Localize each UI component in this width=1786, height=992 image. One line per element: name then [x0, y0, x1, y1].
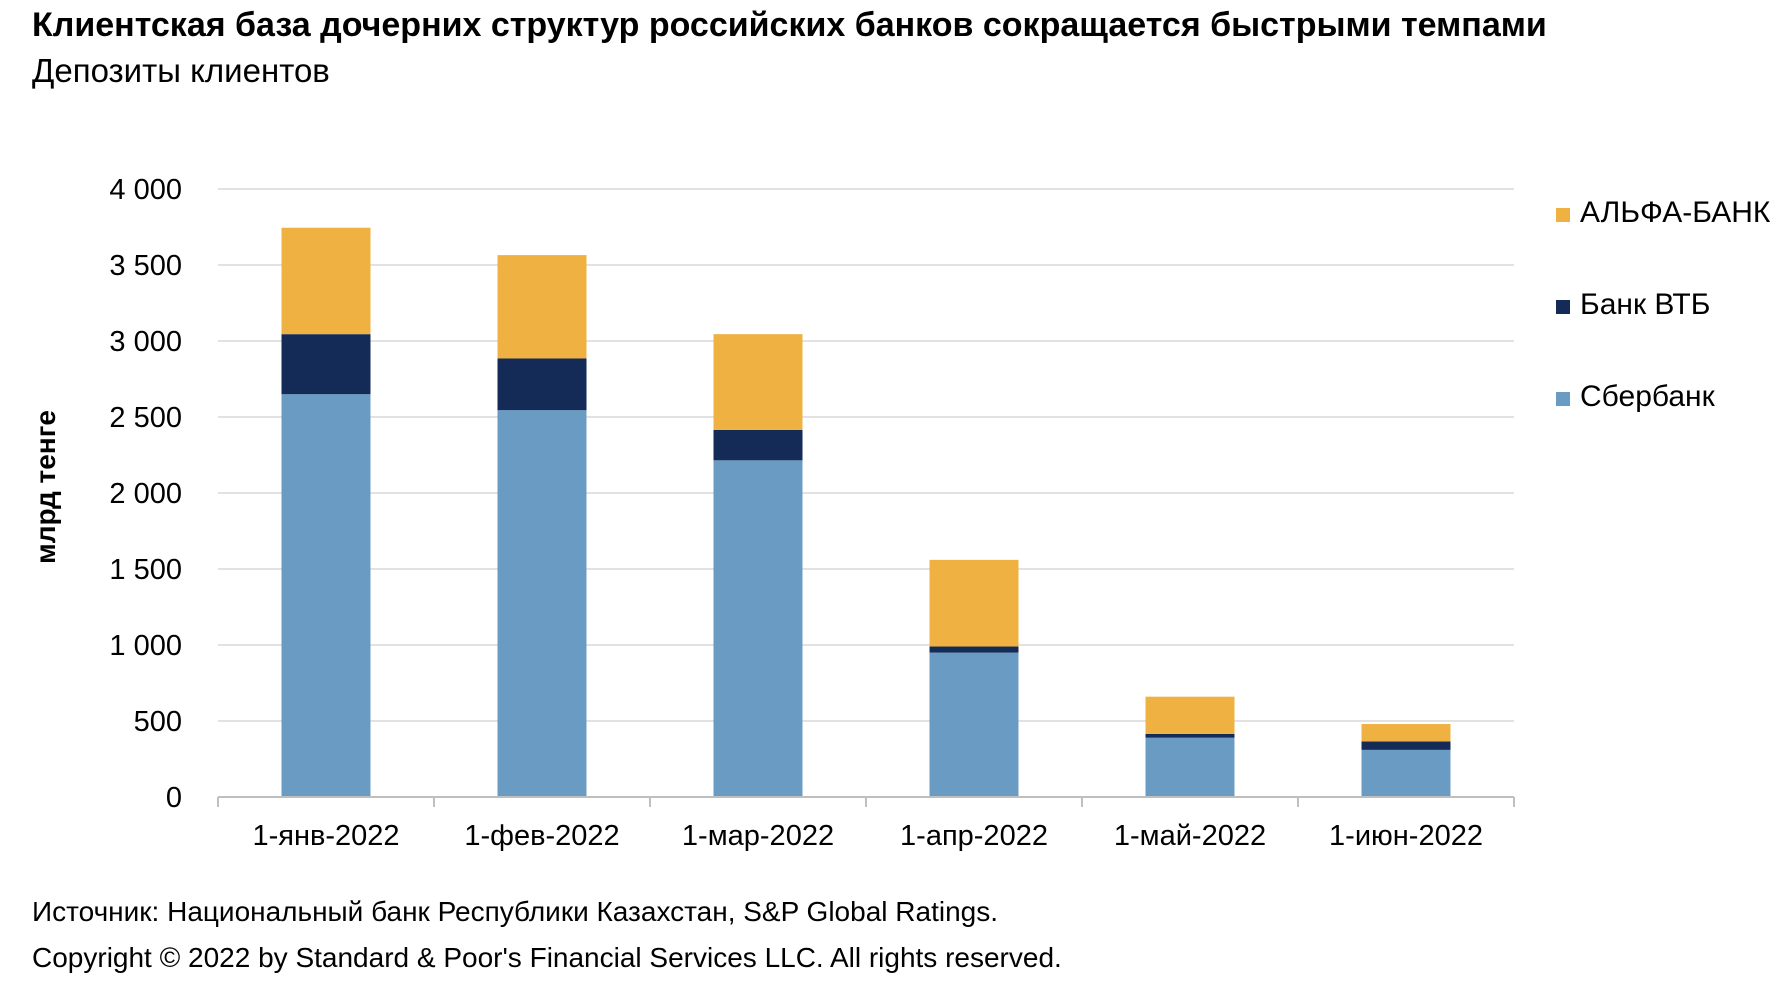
y-tick-label: 2 500: [109, 402, 182, 434]
bar-segment: [281, 227, 371, 335]
bar-segment: [929, 559, 1019, 647]
y-tick-label: 0: [166, 782, 182, 814]
x-tick-label: 1-мар-2022: [682, 820, 834, 852]
bar-segment: [281, 394, 371, 797]
x-tick-label: 1-июн-2022: [1329, 820, 1483, 852]
legend-label: Банк ВТБ: [1580, 288, 1711, 321]
bar-segment: [1361, 741, 1451, 750]
bar-segment: [1145, 696, 1235, 734]
bar-segment: [1145, 733, 1235, 738]
bar-segment: [1361, 749, 1451, 797]
bar-segment: [929, 652, 1019, 797]
bar-segment: [713, 429, 803, 461]
legend-swatch: [1556, 208, 1570, 222]
bar-segment: [1361, 724, 1451, 742]
bar-segment: [713, 334, 803, 430]
bar-segment: [281, 334, 371, 395]
y-tick-label: 4 000: [109, 174, 182, 206]
legend-swatch: [1556, 300, 1570, 314]
legend-swatch: [1556, 392, 1570, 406]
chart-title: Клиентская база дочерних структур россий…: [32, 6, 1547, 44]
legend-label: Сбербанк: [1580, 380, 1715, 413]
y-tick-label: 3 000: [109, 326, 182, 358]
x-tick-label: 1-апр-2022: [900, 820, 1048, 852]
bar-segment: [497, 410, 587, 797]
y-tick-label: 1 500: [109, 554, 182, 586]
x-tick-label: 1-янв-2022: [252, 820, 399, 852]
y-tick-label: 3 500: [109, 250, 182, 282]
bar-segment: [713, 460, 803, 797]
y-tick-label: 1 000: [109, 630, 182, 662]
bar-segment: [929, 646, 1019, 653]
y-tick-label: 2 000: [109, 478, 182, 510]
legend-label: АЛЬФА-БАНК: [1580, 196, 1771, 229]
chart-subtitle: Депозиты клиентов: [32, 52, 330, 89]
source-note: Источник: Национальный банк Республики К…: [32, 896, 998, 927]
bar-segment: [497, 358, 587, 411]
bar-segment: [1145, 737, 1235, 797]
copyright-note: Copyright © 2022 by Standard & Poor's Fi…: [32, 942, 1062, 973]
y-tick-label: 500: [134, 706, 182, 738]
x-tick-label: 1-май-2022: [1114, 820, 1266, 852]
x-tick-label: 1-фев-2022: [464, 820, 619, 852]
bar-segment: [497, 255, 587, 359]
